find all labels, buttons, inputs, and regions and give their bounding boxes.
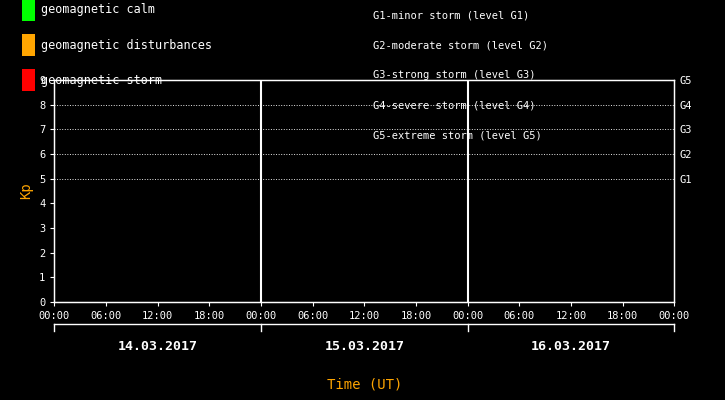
Text: geomagnetic disturbances: geomagnetic disturbances bbox=[41, 39, 212, 52]
Text: 15.03.2017: 15.03.2017 bbox=[324, 340, 405, 352]
Text: geomagnetic calm: geomagnetic calm bbox=[41, 4, 154, 16]
Text: G2-moderate storm (level G2): G2-moderate storm (level G2) bbox=[373, 40, 548, 50]
Text: G5-extreme storm (level G5): G5-extreme storm (level G5) bbox=[373, 130, 542, 140]
Text: 16.03.2017: 16.03.2017 bbox=[531, 340, 611, 352]
Text: 14.03.2017: 14.03.2017 bbox=[117, 340, 198, 352]
Text: G4-severe storm (level G4): G4-severe storm (level G4) bbox=[373, 100, 536, 110]
Text: G1-minor storm (level G1): G1-minor storm (level G1) bbox=[373, 10, 530, 20]
Text: Time (UT): Time (UT) bbox=[327, 377, 402, 391]
Text: geomagnetic storm: geomagnetic storm bbox=[41, 74, 162, 87]
Text: G3-strong storm (level G3): G3-strong storm (level G3) bbox=[373, 70, 536, 80]
Y-axis label: Kp: Kp bbox=[20, 183, 33, 199]
